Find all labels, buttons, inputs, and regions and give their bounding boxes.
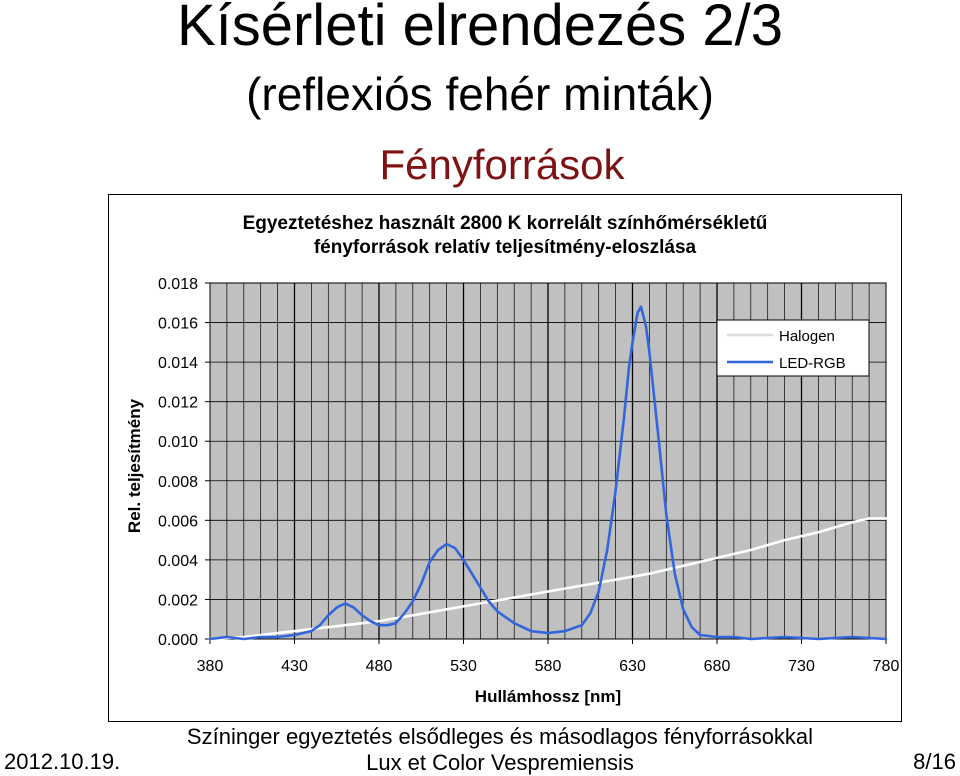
y-tick-label: 0.008 bbox=[158, 474, 198, 491]
x-tick-label: 630 bbox=[619, 658, 646, 675]
series-line-led-rgb bbox=[208, 305, 888, 641]
slide-subtitle: (reflexiós fehér minták) bbox=[246, 68, 714, 120]
x-tick-label: 480 bbox=[366, 658, 393, 675]
footer-date: 2012.10.19. bbox=[4, 749, 121, 774]
x-tick-label: 730 bbox=[788, 658, 815, 675]
y-tick-label: 0.014 bbox=[158, 355, 198, 372]
x-tick-label: 430 bbox=[281, 658, 308, 675]
chart-title: Egyeztetéshez használt 2800 K korrelált … bbox=[108, 212, 902, 260]
y-axis-label: Rel. teljesítmény bbox=[125, 398, 144, 533]
x-tick-label: 380 bbox=[197, 658, 224, 675]
chart-title-line2: fényforrások relatív teljesítmény-eloszl… bbox=[313, 237, 697, 258]
y-tick-label: 0.002 bbox=[158, 592, 198, 609]
chart-title-line1: Egyeztetéshez használt 2800 K korrelált … bbox=[242, 213, 768, 234]
y-tick-label: 0.010 bbox=[158, 434, 198, 451]
x-tick-label: 530 bbox=[450, 658, 477, 675]
footer-caption: Színinger egyeztetés elsődleges és másod… bbox=[0, 724, 960, 776]
legend-box bbox=[716, 319, 870, 377]
legend-label: LED-RGB bbox=[779, 355, 846, 372]
page-number: 8/16 bbox=[913, 749, 956, 774]
series-line-halogen bbox=[208, 517, 888, 641]
x-tick-label: 780 bbox=[873, 658, 900, 675]
legend-label: Halogen bbox=[779, 328, 835, 345]
y-tick-label: 0.018 bbox=[158, 276, 198, 293]
footer-line1: Színinger egyeztetés elsődleges és másod… bbox=[186, 724, 814, 749]
x-tick-label: 680 bbox=[704, 658, 731, 675]
footer-line2: Lux et Color Vespremiensis bbox=[366, 750, 634, 775]
y-tick-label: 0.000 bbox=[158, 632, 198, 649]
slide-title: Kísérleti elrendezés 2/3 bbox=[176, 0, 784, 58]
y-tick-label: 0.004 bbox=[158, 553, 198, 570]
y-tick-label: 0.006 bbox=[158, 513, 198, 530]
y-tick-label: 0.012 bbox=[158, 395, 198, 412]
y-tick-label: 0.016 bbox=[158, 316, 198, 333]
x-tick-label: 580 bbox=[535, 658, 562, 675]
section-title: Fényforrások bbox=[379, 141, 625, 188]
x-axis-label: Hullámhossz [nm] bbox=[475, 687, 621, 706]
